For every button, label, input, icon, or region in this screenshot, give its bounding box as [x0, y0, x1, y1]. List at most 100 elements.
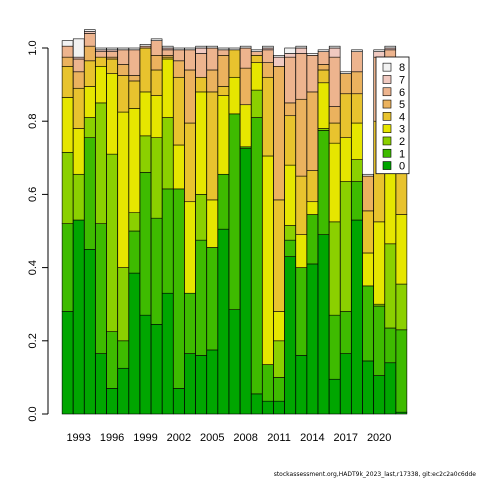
legend-swatch-8	[382, 62, 392, 72]
x-tick-label-1999: 1999	[133, 432, 157, 444]
bar-segment-2022-age-1	[395, 329, 408, 413]
bar-segment-2002-age-3	[173, 144, 185, 190]
source-caption: stockassessment.org,HADT9k_2023_last,r17…	[273, 471, 476, 478]
legend-swatch-3	[382, 124, 392, 133]
bar-segment-2010-age-1	[262, 364, 274, 402]
x-tick-label-2005: 2005	[200, 432, 224, 444]
bar-segment-2003-age-1	[184, 292, 196, 354]
bar-segment-2013-age-6	[295, 53, 308, 100]
bar-segment-1998-age-8	[128, 47, 141, 51]
bar-segment-2008-age-0	[239, 148, 252, 415]
bar-segment-2012-age-5	[284, 102, 296, 117]
bar-segment-2004-age-8	[195, 45, 207, 49]
bar-segment-1997-age-0	[117, 367, 129, 415]
bar-segment-1999-age-4	[139, 47, 152, 93]
x-tick-label-2020: 2020	[367, 432, 391, 444]
bar-segment-2020-age-1	[373, 305, 385, 376]
bar-segment-2018-age-5	[351, 71, 363, 95]
bar-segment-2001-age-0	[161, 292, 174, 415]
bar-segment-1997-age-2	[117, 267, 129, 342]
bar-segment-2001-age-3	[161, 58, 174, 118]
bar-segment-2008-age-8	[239, 45, 252, 49]
bar-segment-2013-age-0	[295, 355, 308, 415]
legend-label-7: 7	[399, 74, 405, 86]
y-tick-label: 0.2	[27, 333, 39, 348]
legend-label-0: 0	[399, 161, 405, 173]
bar-segment-2018-age-3	[351, 122, 363, 160]
bar-segment-2007-age-4	[228, 49, 241, 78]
x-tick-label-1993: 1993	[66, 432, 90, 444]
x-tick-label-2017: 2017	[334, 432, 358, 444]
bar-segment-1996-age-0	[106, 388, 118, 415]
bar-segment-2003-age-6	[184, 49, 196, 71]
bar-segment-2005-age-8	[206, 45, 218, 49]
bar-segment-2016-age-8	[328, 45, 341, 49]
bar-segment-2014-age-3	[306, 201, 319, 215]
bar-segment-2020-age-8	[373, 49, 385, 52]
bar-segment-1998-age-3	[128, 108, 141, 213]
bar-segment-2016-age-3	[328, 142, 341, 223]
bar-segment-2000-age-5	[150, 55, 163, 71]
bar-segment-2015-age-5	[317, 64, 330, 71]
bar-segment-2019-age-1	[362, 285, 374, 362]
legend-label-4: 4	[399, 111, 405, 123]
bar-segment-2017-age-3	[340, 137, 352, 182]
legend-swatch-4	[382, 112, 392, 121]
x-tick-label-2002: 2002	[167, 432, 191, 444]
bar-segment-2004-age-1	[195, 239, 207, 356]
bar-segment-2015-age-0	[317, 234, 330, 415]
bar-segment-2013-age-8	[295, 45, 308, 49]
bar-segment-2017-age-2	[340, 181, 352, 312]
y-tick-label: 0.6	[27, 187, 39, 202]
bar-segment-1993-age-0	[72, 219, 85, 415]
bar-segment-1997-age-8	[117, 47, 129, 51]
bar-segment-2015-age-1	[317, 130, 330, 235]
bar-segment-2006-age-4	[217, 86, 230, 96]
bar-segment-2012-age-1	[284, 239, 296, 257]
bar-segment-2005-age-4	[206, 91, 218, 201]
bar-segment-2008-age-3	[239, 104, 252, 148]
bar-segment-2011-age-4	[273, 199, 285, 312]
bar-segment-2022-age-3	[395, 214, 408, 285]
bar-segment-2016-age-0	[328, 378, 341, 415]
bar-segment-2011-age-3	[273, 311, 285, 342]
y-tick-label: 0.4	[27, 260, 39, 275]
bar-segment-2002-age-4	[173, 76, 185, 146]
bar-segment-1995-age-8	[95, 47, 107, 51]
bar-segment-2009-age-0	[251, 393, 263, 415]
bar-segment-2018-age-1	[351, 181, 363, 221]
bar-segment-1996-age-3	[106, 73, 118, 155]
bar-segment-1998-age-0	[128, 272, 141, 415]
bar-segment-2011-age-8	[273, 55, 285, 58]
bar-segment-2016-age-5	[328, 106, 341, 124]
bar-segment-2014-age-8	[306, 53, 319, 56]
legend-swatch-1	[382, 148, 392, 158]
bar-segment-1999-age-1	[139, 172, 152, 316]
bar-segment-2000-age-2	[150, 137, 163, 219]
bar-segment-2018-age-8	[351, 49, 363, 52]
bar-segment-2005-age-1	[206, 247, 218, 351]
bar-segment-2005-age-3	[206, 199, 218, 248]
bar-segment-2007-age-0	[228, 309, 241, 415]
bar-segment-1998-age-2	[128, 212, 141, 232]
y-tick-label: 0.8	[27, 114, 39, 129]
bar-segment-1997-age-4	[117, 75, 129, 113]
bar-segment-1996-age-2	[106, 153, 118, 332]
bar-segment-2012-age-2	[284, 225, 296, 241]
bar-segment-1994-age-2	[84, 117, 96, 138]
bar-segment-2018-age-4	[351, 93, 363, 124]
legend-label-1: 1	[399, 148, 405, 160]
bar-segment-2015-age-6	[317, 51, 330, 65]
bar-segment-2012-age-3	[284, 164, 296, 226]
bar-segment-2001-age-6	[161, 49, 174, 56]
bar-segment-2001-age-8	[161, 45, 174, 49]
bar-segment-2006-age-1	[217, 173, 230, 230]
bar-segment-2003-age-8	[184, 47, 196, 51]
bar-segment-2017-age-8	[340, 71, 352, 74]
bar-segment-1997-age-1	[117, 340, 129, 369]
bar-segment-1999-age-8	[139, 44, 152, 47]
bar-segment-1994-age-0	[84, 249, 96, 415]
x-tick-label-2011: 2011	[267, 432, 291, 444]
